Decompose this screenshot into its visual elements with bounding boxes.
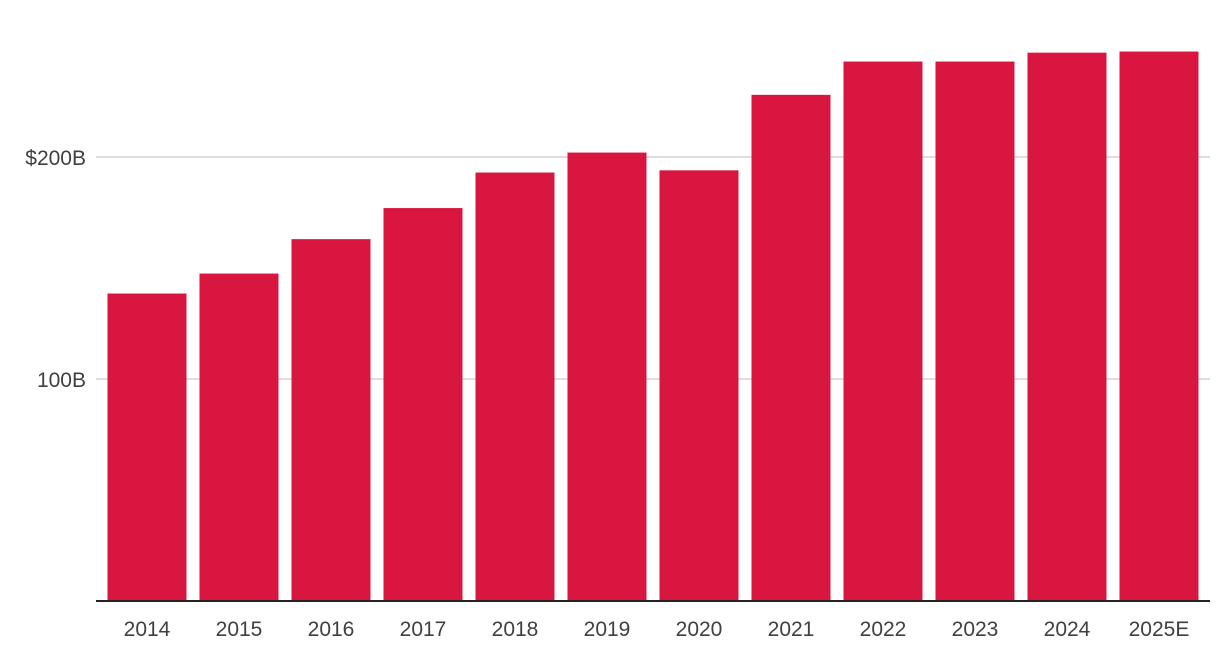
bar-2015 bbox=[199, 273, 279, 601]
x-tick-label: 2022 bbox=[860, 618, 907, 641]
x-tick-label: 2016 bbox=[308, 618, 355, 641]
bar-2016 bbox=[291, 239, 371, 601]
x-tick-label: 2024 bbox=[1044, 618, 1091, 641]
x-tick-label: 2021 bbox=[768, 618, 815, 641]
bar-2023 bbox=[935, 61, 1015, 602]
bar-2025E bbox=[1119, 51, 1199, 602]
bar-2020 bbox=[659, 170, 739, 601]
bar-2018 bbox=[475, 172, 555, 602]
y-tick-label: $200B bbox=[25, 147, 86, 170]
y-tick-label: 100B bbox=[37, 369, 86, 392]
x-axis-ticks: 2014 2015 2016 2017 2018 2019 2020 2021 2022 2023… bbox=[124, 618, 1190, 641]
x-tick-label: 2017 bbox=[400, 618, 447, 641]
x-tick-label: 2025E bbox=[1129, 618, 1190, 641]
x-tick-label: 2019 bbox=[584, 618, 631, 641]
bar-2014 bbox=[107, 293, 187, 601]
bar-2017 bbox=[383, 208, 463, 601]
x-tick-label: 2020 bbox=[676, 618, 723, 641]
bar-2021 bbox=[751, 94, 831, 601]
x-tick-label: 2023 bbox=[952, 618, 999, 641]
gridlines bbox=[96, 156, 1210, 380]
x-tick-label: 2015 bbox=[216, 618, 263, 641]
x-tick-label: 2018 bbox=[492, 618, 539, 641]
y-axis-ticks: 100B $200B bbox=[25, 147, 86, 392]
bars bbox=[107, 51, 1199, 602]
bar-2022 bbox=[843, 61, 923, 602]
bar-2024 bbox=[1027, 52, 1107, 602]
x-tick-label: 2014 bbox=[124, 618, 171, 641]
bar-2019 bbox=[567, 152, 647, 601]
